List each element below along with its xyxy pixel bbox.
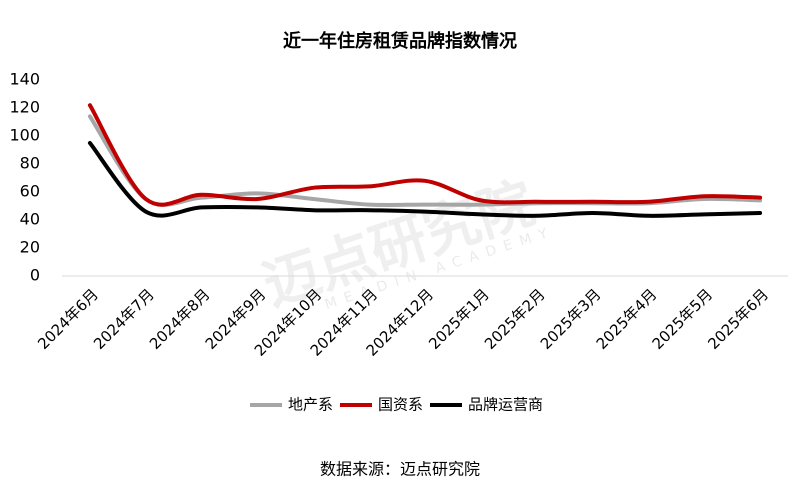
legend-label: 国资系 [378,396,423,414]
series-line [87,141,763,218]
y-tick-label: 80 [20,154,40,173]
legend-label: 地产系 [288,396,333,414]
y-tick-label: 140 [9,70,40,89]
chart-title: 近一年住房租赁品牌指数情况 [283,30,517,52]
legend-label: 品牌运营商 [468,396,543,414]
source-note: 数据来源：迈点研究院 [320,460,480,479]
y-tick-label: 20 [20,238,40,257]
y-tick-label: 0 [30,266,40,285]
y-tick-label: 60 [20,182,40,201]
y-tick-label: 40 [20,210,40,229]
y-tick-label: 100 [9,126,40,145]
y-tick-label: 120 [9,98,40,117]
series-line [87,103,763,207]
